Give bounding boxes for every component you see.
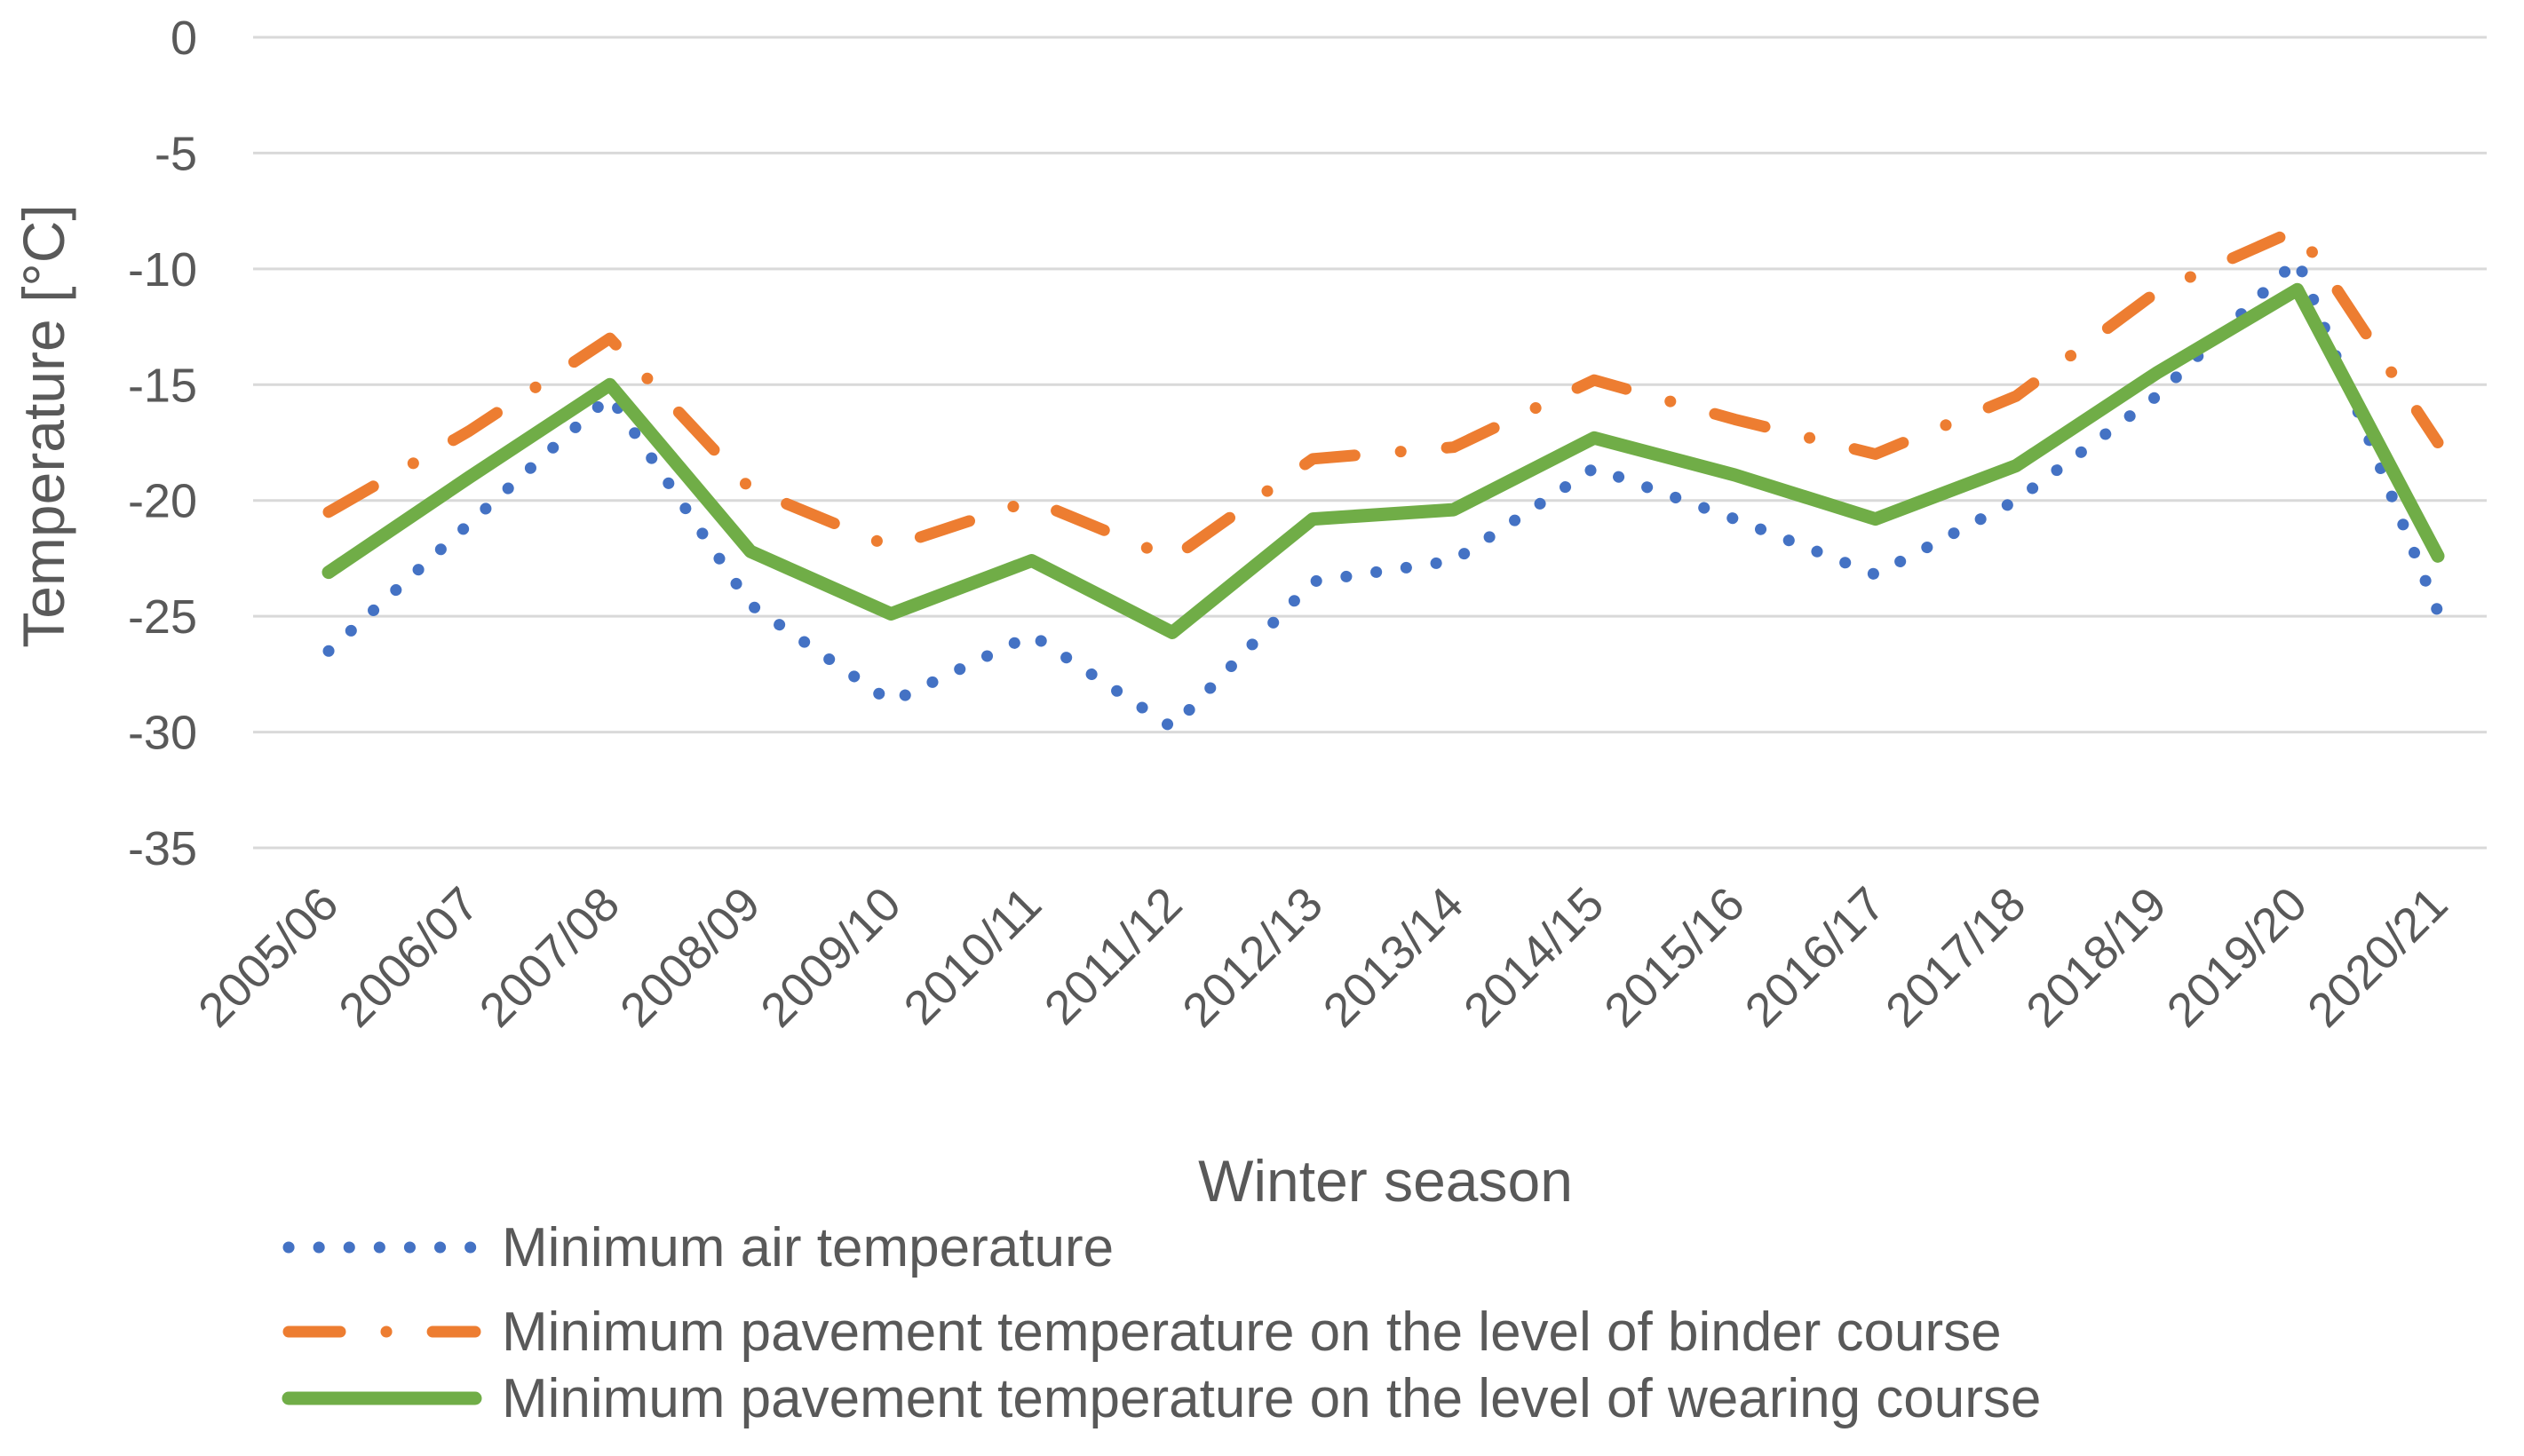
x-tick-label: 2005/06 <box>188 877 348 1037</box>
series-line-3 <box>321 282 2445 639</box>
y-tick-label: -15 <box>128 359 197 412</box>
x-tick-label: 2016/17 <box>1735 877 1895 1037</box>
legend-label-3: Minimum pavement temperature on the leve… <box>502 1368 2041 1429</box>
y-tick-label: -10 <box>128 243 197 297</box>
x-tick-label: 2018/19 <box>2016 877 2176 1037</box>
x-tick-label: 2012/13 <box>1172 877 1332 1037</box>
x-tick-label: 2007/08 <box>470 877 630 1037</box>
x-tick-label: 2020/21 <box>2298 877 2457 1037</box>
series-lines <box>321 224 2445 733</box>
x-tick-label: 2010/11 <box>894 877 1052 1035</box>
series-line-2 <box>322 224 2444 565</box>
legend-label-2: Minimum pavement temperature on the leve… <box>502 1302 2002 1363</box>
x-tick-label: 2011/12 <box>1035 877 1193 1035</box>
x-tick-label: 2013/14 <box>1314 877 1473 1037</box>
x-tick-label: 2006/07 <box>329 877 488 1037</box>
x-axis-title: Winter season <box>1198 1148 1573 1214</box>
y-tick-label: 0 <box>171 12 197 65</box>
x-tick-label: 2008/09 <box>610 877 770 1037</box>
x-tick-label: 2014/15 <box>1454 877 1614 1037</box>
gridlines <box>253 36 2487 850</box>
x-axis-ticks: 2005/062006/072007/082008/092009/102010/… <box>188 877 2457 1037</box>
y-tick-label: -35 <box>128 822 197 875</box>
x-tick-label: 2015/16 <box>1594 877 1754 1037</box>
legend-label-1: Minimum air temperature <box>502 1217 1114 1278</box>
x-tick-label: 2019/20 <box>2157 877 2317 1037</box>
legend: Minimum air temperature Minimum pavement … <box>282 1217 2041 1429</box>
x-tick-label: 2017/18 <box>1876 877 2036 1037</box>
y-tick-label: -20 <box>128 475 197 528</box>
x-tick-label: 2009/10 <box>750 877 910 1037</box>
y-tick-label: -25 <box>128 590 197 644</box>
y-axis-ticks: 0 -5 -10 -15 -20 -25 -30 -35 <box>128 12 197 875</box>
series-line-1 <box>322 253 2444 733</box>
y-tick-label: -30 <box>128 707 197 760</box>
y-tick-label: -5 <box>155 127 197 180</box>
y-axis-title: Temperature [°C] <box>11 204 76 648</box>
